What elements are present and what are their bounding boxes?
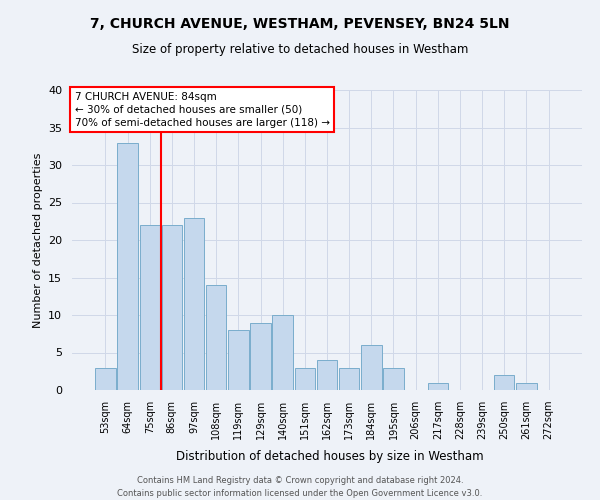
Bar [494, 375, 514, 390]
Bar [361, 345, 382, 390]
Bar [295, 368, 315, 390]
Bar [118, 142, 138, 390]
Bar [383, 368, 404, 390]
Bar [95, 368, 116, 390]
Bar [184, 218, 204, 390]
Text: Size of property relative to detached houses in Westham: Size of property relative to detached ho… [132, 42, 468, 56]
Bar [428, 382, 448, 390]
Text: 7 CHURCH AVENUE: 84sqm
← 30% of detached houses are smaller (50)
70% of semi-det: 7 CHURCH AVENUE: 84sqm ← 30% of detached… [74, 92, 329, 128]
Bar [339, 368, 359, 390]
Bar [516, 382, 536, 390]
Bar [250, 322, 271, 390]
Bar [140, 225, 160, 390]
Text: 7, CHURCH AVENUE, WESTHAM, PEVENSEY, BN24 5LN: 7, CHURCH AVENUE, WESTHAM, PEVENSEY, BN2… [90, 18, 510, 32]
Bar [161, 225, 182, 390]
Y-axis label: Number of detached properties: Number of detached properties [32, 152, 43, 328]
Bar [228, 330, 248, 390]
Bar [206, 285, 226, 390]
Text: Distribution of detached houses by size in Westham: Distribution of detached houses by size … [176, 450, 484, 463]
Text: Contains HM Land Registry data © Crown copyright and database right 2024.
Contai: Contains HM Land Registry data © Crown c… [118, 476, 482, 498]
Bar [317, 360, 337, 390]
Bar [272, 315, 293, 390]
